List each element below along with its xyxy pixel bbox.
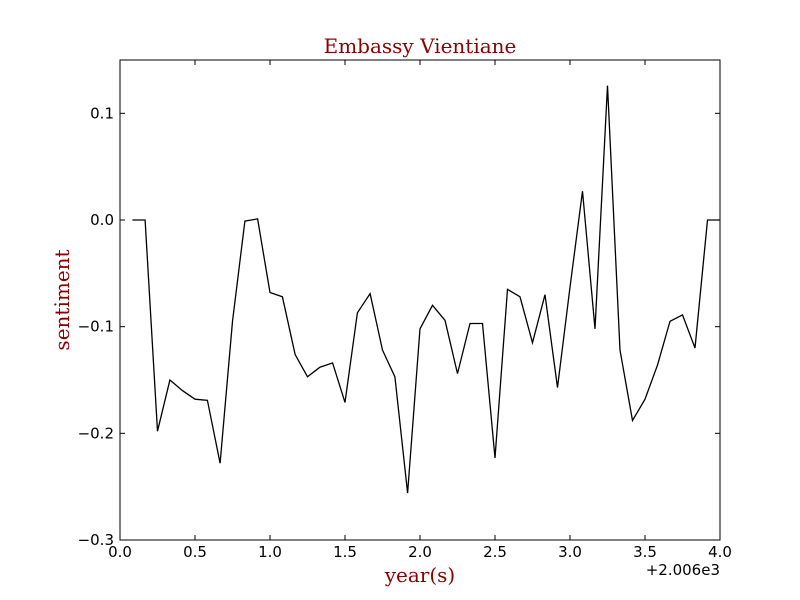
x-tick-label: 2.0 <box>408 543 432 561</box>
y-tick-label: −0.3 <box>78 531 114 549</box>
series-line <box>132 85 720 494</box>
x-axis-offset-label: +2.006e3 <box>646 561 720 579</box>
x-tick-label: 3.0 <box>558 543 582 561</box>
y-tick-label: −0.2 <box>78 424 114 442</box>
plot-frame <box>119 59 721 541</box>
x-tick-label: 3.5 <box>633 543 657 561</box>
x-tick-label: 1.0 <box>258 543 282 561</box>
y-tick-label: 0.0 <box>90 211 114 229</box>
tick-labels: 0.0 0.5 1.0 1.5 2.0 2.5 3.0 3.5 4.0 −0.3 −0.2 −0.1 0… <box>78 104 732 561</box>
x-tick-label: 0.0 <box>108 543 132 561</box>
y-axis-title: sentiment <box>50 249 74 350</box>
y-tick-label: 0.1 <box>90 104 114 122</box>
chart-title: Embassy Vientiane <box>324 34 517 58</box>
y-tick-label: −0.1 <box>78 318 114 336</box>
plot-background <box>120 60 720 540</box>
x-tick-label: 4.0 <box>708 543 732 561</box>
x-tick-label: 0.5 <box>183 543 207 561</box>
x-tick-label: 1.5 <box>333 543 357 561</box>
x-axis-title: year(s) <box>384 563 456 587</box>
x-tick-label: 2.5 <box>483 543 507 561</box>
